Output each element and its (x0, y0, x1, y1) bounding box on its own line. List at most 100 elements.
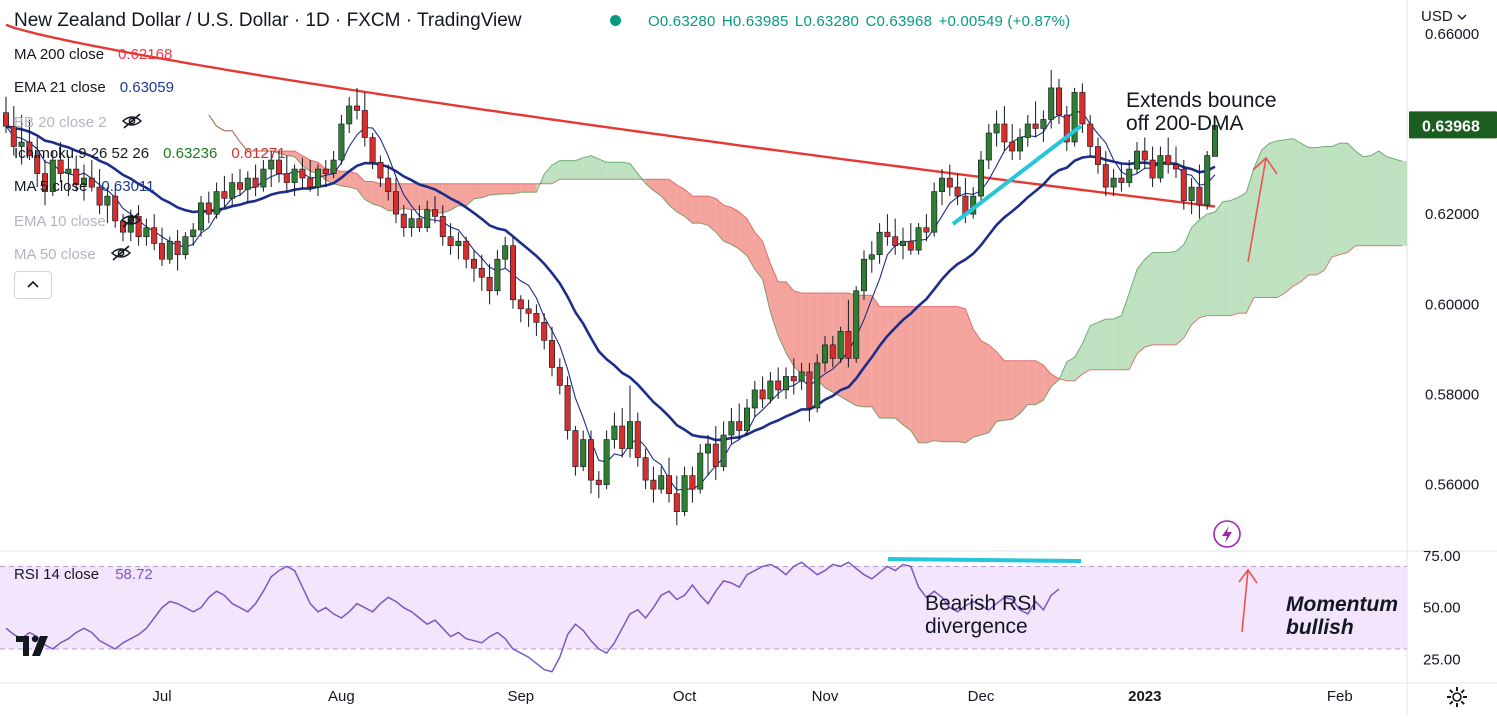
visibility-toggle[interactable] (110, 244, 132, 266)
candle (970, 187, 977, 219)
candle (907, 223, 914, 255)
gear-icon[interactable] (1445, 685, 1469, 709)
visibility-toggle[interactable] (120, 211, 142, 233)
candle-body (400, 213, 407, 228)
cloud-segment (1035, 360, 1044, 405)
candle-body (502, 245, 509, 260)
cloud-segment (1137, 259, 1145, 354)
cloud-segment (661, 179, 669, 206)
indicator-row[interactable]: EMA 10 close (14, 211, 142, 233)
cloud-segment (481, 183, 490, 198)
candle (541, 313, 548, 350)
candle (57, 142, 64, 183)
cloud-segment (1394, 158, 1403, 246)
cloud-segment (832, 293, 841, 397)
indicator-row[interactable]: MA 200 close 0.62168 (14, 46, 172, 63)
cloud-segment (747, 218, 755, 270)
time-tick-label: Jul (152, 688, 171, 705)
candle-body (470, 258, 477, 269)
cloud-segment (497, 183, 506, 195)
cloud-segment (279, 151, 287, 156)
candle-body (431, 209, 438, 217)
candle-body (915, 227, 922, 251)
candle (650, 466, 657, 503)
candle (18, 114, 25, 165)
candle (353, 87, 360, 120)
candle (1149, 146, 1156, 188)
candle-body (665, 475, 672, 494)
candle-body (346, 105, 353, 125)
candle (814, 353, 821, 413)
cloud-segment (606, 162, 615, 180)
candle-body (2, 112, 10, 127)
eye-off-icon[interactable] (120, 211, 142, 229)
cloud-segment (1066, 357, 1075, 381)
tradingview-logo-icon[interactable] (14, 630, 54, 660)
currency-selector[interactable]: USD (1421, 8, 1467, 25)
cloud-segment (903, 306, 911, 431)
market-status-icon[interactable] (610, 15, 621, 26)
indicator-row[interactable]: Ichimoku 9 26 52 26 0.63236 0.61271 (14, 145, 286, 162)
ma5-line (5, 110, 1216, 491)
candle-body (1095, 146, 1102, 165)
indicator-row[interactable]: EMA 21 close 0.63059 (14, 79, 174, 96)
candle-body (1141, 150, 1148, 161)
indicator-row[interactable]: MA 5 close 0.63011 (14, 178, 154, 195)
candle (1110, 169, 1117, 197)
candle-body (884, 231, 891, 237)
candle (494, 250, 501, 296)
candle (1095, 137, 1102, 174)
cloud-segment (598, 158, 607, 180)
cloud-segment (723, 205, 732, 245)
time-tick-label: Nov (812, 688, 839, 705)
candle (392, 178, 399, 224)
cloud-segment (559, 160, 568, 180)
eye-off-icon[interactable] (121, 112, 143, 130)
rsi-tick-label: 25.00 (1423, 651, 1461, 668)
price-tick-label: 0.66000 (1425, 26, 1479, 43)
cloud-segment (474, 183, 482, 199)
cloud-segment (864, 295, 872, 407)
rsi-axis: 75.00 50.00 25.00 (1423, 548, 1461, 668)
candle (665, 457, 672, 503)
bounce-arrow (1247, 156, 1278, 263)
candle (408, 209, 415, 237)
cloud-segment (1121, 293, 1130, 370)
candle-body (704, 443, 711, 454)
candle-body (221, 191, 228, 199)
candle (385, 164, 392, 201)
annotation-bounce: Extends bounce off 200-DMA (1126, 89, 1277, 135)
candle-body (275, 159, 282, 174)
cloud-segment (825, 293, 833, 393)
candle-body (541, 322, 548, 341)
candle-body (1180, 168, 1187, 201)
candle (1102, 151, 1109, 197)
collapse-legend-button[interactable] (14, 271, 52, 299)
candle (556, 358, 563, 395)
candle-body (1009, 141, 1016, 152)
cloud-segment (981, 340, 989, 436)
candle (681, 466, 688, 517)
candle-body (946, 177, 953, 188)
cloud-segment (1293, 138, 1301, 287)
candle (1204, 151, 1211, 210)
indicator-row[interactable]: MA 50 close (14, 244, 132, 266)
cloud-segment (1176, 244, 1184, 345)
candle (525, 299, 532, 327)
eye-off-icon[interactable] (110, 244, 132, 262)
candle-body (174, 240, 181, 256)
annotation-divergence: Bearish RSI divergence (925, 592, 1037, 638)
cloud-segment (910, 306, 919, 443)
candle (104, 187, 111, 224)
annotation-momentum: Momentum bullish (1286, 593, 1398, 639)
candle (244, 171, 251, 203)
indicator-row[interactable]: BB 20 close 2 (14, 112, 143, 134)
candle-body (829, 344, 836, 359)
candle-body (689, 475, 696, 490)
cloud-segment (520, 183, 529, 193)
cloud-segment (1152, 252, 1161, 345)
visibility-toggle[interactable] (121, 112, 143, 134)
candle-body (798, 371, 805, 382)
